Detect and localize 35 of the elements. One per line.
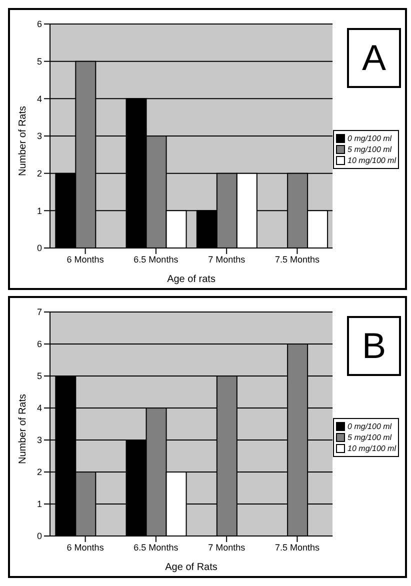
- y-tick-label: 4: [36, 403, 42, 414]
- y-axis-title: Number of Rats: [18, 394, 29, 464]
- y-tick-label: 6: [36, 339, 42, 350]
- legend-label: 5 mg/100 ml: [348, 432, 392, 442]
- y-tick-label: 5: [36, 371, 42, 382]
- legend-label: 10 mg/100 ml: [348, 154, 396, 166]
- y-tick-label: 0: [36, 531, 42, 542]
- legend-label: 10 mg/100 ml: [348, 442, 396, 454]
- x-tick-label: 7 Months: [208, 542, 246, 552]
- x-tick-label: 6 Months: [66, 542, 104, 552]
- legend-label: 5 mg/100 ml: [348, 144, 392, 154]
- x-tick-label: 7.5 Months: [274, 542, 320, 552]
- x-axis-title: Age of rats: [167, 274, 216, 285]
- text: B: [347, 316, 401, 376]
- legend-label: 0 mg/100 ml: [348, 132, 392, 144]
- y-tick-label: 2: [36, 467, 42, 478]
- y-axis-title: Number of Rats: [18, 106, 29, 176]
- x-tick-label: 6 Months: [66, 254, 104, 264]
- y-tick-label: 3: [36, 435, 42, 446]
- legend-label: 0 mg/100 ml: [348, 420, 392, 432]
- y-tick-label: 6: [36, 19, 42, 30]
- y-tick-label: 2: [36, 168, 42, 179]
- text: A: [347, 28, 401, 88]
- y-tick-label: 7: [36, 307, 42, 318]
- y-tick-label: 1: [36, 206, 42, 216]
- y-tick-label: 3: [36, 131, 42, 142]
- y-tick-label: 1: [36, 499, 42, 510]
- y-tick-label: 4: [36, 94, 42, 104]
- x-tick-label: 7 Months: [208, 254, 246, 264]
- x-axis-title: Age of Rats: [165, 562, 218, 573]
- y-tick-label: 0: [36, 243, 42, 254]
- x-tick-label: 7.5 Months: [274, 254, 320, 264]
- y-tick-label: 5: [36, 56, 42, 67]
- x-tick-label: 6.5 Months: [134, 254, 179, 264]
- x-tick-label: 6.5 Months: [134, 542, 179, 552]
